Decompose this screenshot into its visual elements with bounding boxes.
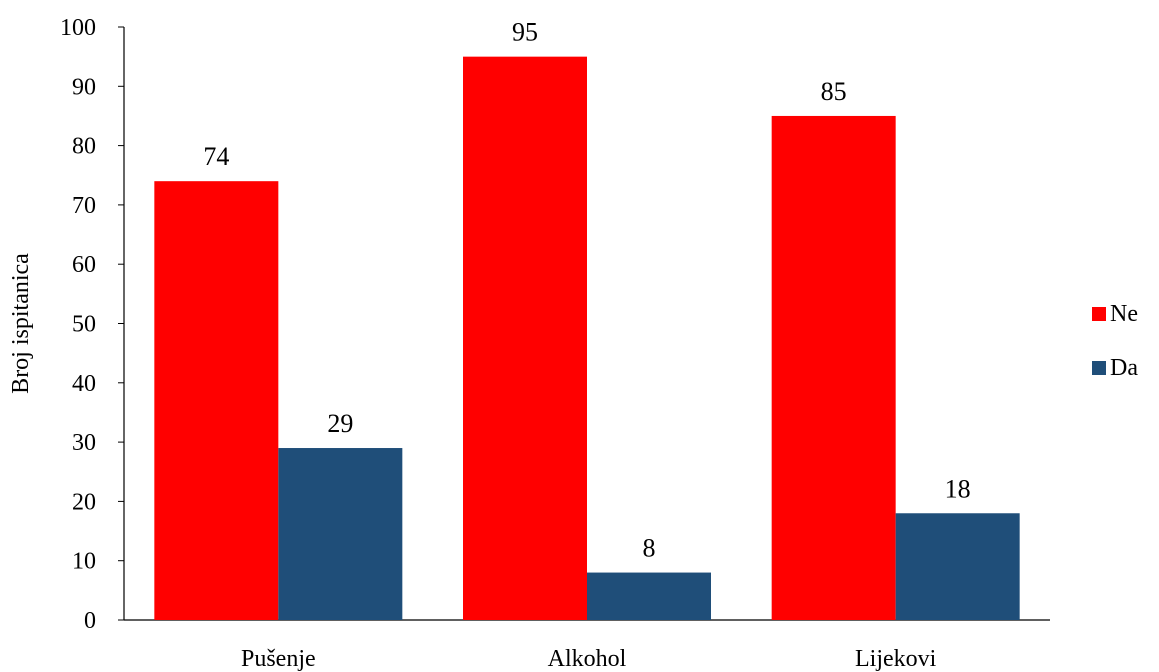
bar: [895, 513, 1020, 620]
bar: [587, 572, 711, 620]
y-tick-label: 0: [84, 608, 96, 634]
y-tick-label: 50: [72, 312, 96, 338]
legend-label: Ne: [1110, 301, 1138, 327]
y-tick-label: 60: [72, 252, 96, 278]
legend-swatch: [1092, 307, 1106, 321]
legend: Ne Da: [1092, 301, 1138, 381]
bar: [278, 448, 403, 620]
data-label: 85: [821, 77, 847, 106]
y-tick-label: 80: [72, 134, 96, 160]
y-axis-title: Broj ispitanica: [8, 253, 34, 394]
legend-swatch: [1092, 361, 1106, 375]
x-tick-label: Alkohol: [548, 646, 627, 672]
x-tick-label: Lijekovi: [855, 646, 937, 672]
bar: [771, 115, 896, 620]
y-tick-label: 90: [72, 74, 96, 100]
data-label: 74: [203, 142, 229, 171]
y-tick-label: 40: [72, 371, 96, 397]
y-tick-label: 100: [60, 15, 96, 41]
data-label: 95: [512, 18, 538, 47]
data-label: 29: [327, 409, 353, 438]
bar: [463, 56, 587, 620]
y-tick-label: 70: [72, 193, 96, 219]
data-label: 8: [643, 534, 656, 563]
y-axis-ticks: 0 10 20 30 40 50 60 70 80 90 100: [60, 15, 125, 634]
bars: 74 29 95 8 85 18: [154, 18, 1020, 620]
legend-label: Da: [1110, 355, 1138, 381]
x-axis: Pušenje Alkohol Lijekovi: [124, 619, 1050, 672]
y-tick-label: 30: [72, 430, 96, 456]
x-tick-label: Pušenje: [241, 646, 316, 672]
bar: [154, 181, 279, 620]
y-tick-label: 10: [72, 549, 96, 575]
data-label: 18: [945, 474, 971, 503]
y-tick-label: 20: [72, 489, 96, 515]
